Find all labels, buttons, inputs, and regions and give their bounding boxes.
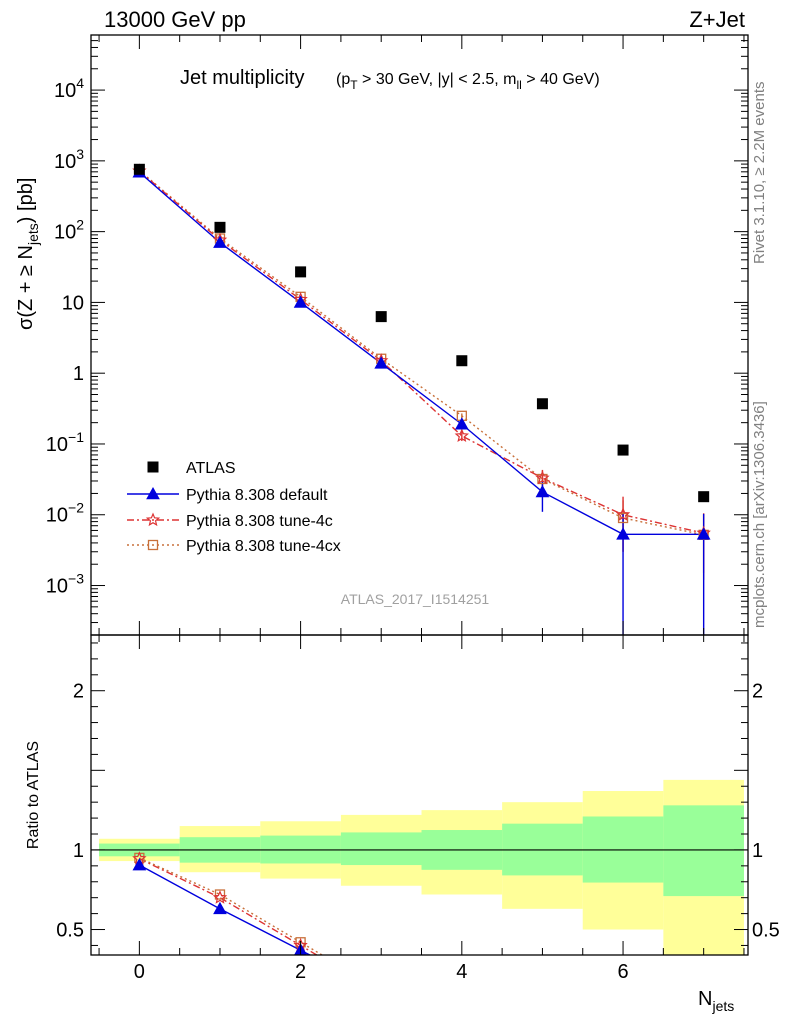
default-point [213, 235, 227, 248]
source-label: mcplots.cern.ch [arXiv:1306.3436] [751, 401, 768, 628]
y-tick-label: 10 [62, 292, 84, 314]
tune-4c-point [615, 507, 631, 521]
y-tick-label: 10−3 [46, 571, 84, 598]
default-point [696, 527, 711, 540]
ratio-y-axis-label: Ratio to ATLAS [25, 741, 42, 849]
tune-4cx-point [617, 512, 629, 524]
x-tick-label: 4 [456, 961, 467, 983]
x-tick-label: 0 [134, 961, 145, 983]
legend-atlas-marker [147, 461, 159, 473]
process-label: Z+Jet [689, 7, 745, 32]
legend-label: Pythia 8.308 tune-4cx [186, 538, 341, 555]
atlas-point [456, 355, 468, 367]
main-plot-axes: 10−3 10−2 10−1 1 10 102 103 104 [46, 34, 748, 636]
x-tick-label: 2 [295, 961, 306, 983]
legend-label: Pythia 8.308 default [186, 487, 328, 504]
ratio-y-tick-label: 2 [73, 681, 84, 703]
ratio-y-tick-label: 0.5 [56, 920, 84, 942]
atlas-point [698, 491, 710, 503]
stat-uncertainty-band [663, 805, 744, 897]
main-panel: 10−3 10−2 10−1 1 10 102 103 104 Jet multiplicit… [15, 34, 749, 636]
default-point [454, 417, 469, 430]
legend-default-marker [146, 486, 160, 500]
ratio-tune-4c-point [212, 890, 228, 904]
analysis-label: ATLAS_2017_I1514251 [341, 591, 490, 607]
main-plot-marks [132, 163, 711, 635]
tune-4cx-line [138, 169, 704, 536]
ratio-default-point [213, 901, 227, 915]
legend-tune-4cx-marker [147, 539, 159, 551]
ratio-panel: 0 2 4 6 0.5 0.5 1 1 2 2 Ratio to ATLAS Njets [25, 634, 780, 1014]
ratio-y-tick-label-right: 0.5 [752, 920, 780, 942]
chart-title-sub: (pT > 30 GeV, |y| < 2.5, mll > 40 GeV) [336, 71, 600, 92]
y-tick-label: 104 [54, 75, 84, 102]
default-line [138, 171, 704, 535]
tune-4c-point [454, 428, 470, 443]
ratio-line [139, 864, 312, 955]
tune-4cx-point [537, 473, 548, 485]
legend-tune-4c-marker [145, 512, 161, 527]
tune-4c-point [535, 470, 550, 485]
atlas-point [133, 163, 145, 175]
rivet-label: Rivet 3.1.10, ≥ 2.2M events [751, 82, 768, 265]
x-tick-label: 6 [617, 961, 628, 983]
y-tick-label: 102 [54, 217, 84, 244]
atlas-point [214, 221, 226, 233]
ratio-y-tick-label-right: 2 [752, 681, 763, 703]
stat-uncertainty-band [340, 832, 422, 866]
ratio-plot-frame [90, 634, 749, 956]
ratio-tune-4cx-point [214, 889, 226, 900]
ratio-line [139, 857, 324, 955]
atlas-point [617, 444, 629, 456]
legend-label: Pythia 8.308 tune-4c [186, 513, 333, 530]
ratio-plot-axes: 0 2 4 6 0.5 0.5 1 1 2 2 [56, 635, 780, 983]
y-tick-label: 10−2 [46, 500, 84, 527]
tune-4c-line [138, 170, 704, 534]
y-tick-label: 103 [54, 146, 84, 173]
legend: ATLAS Pythia 8.308 default Pythia 8.308 tu… [127, 460, 341, 555]
atlas-point [295, 266, 307, 278]
default-point [535, 484, 550, 498]
energy-label: 13000 GeV pp [104, 7, 246, 32]
y-tick-label: 1 [73, 363, 84, 385]
y-axis-label: σ(Z + ≥ Njets) [pb] [15, 178, 41, 330]
ratio-line [139, 858, 319, 955]
default-point [374, 356, 389, 369]
default-point [616, 527, 630, 540]
legend-label: ATLAS [186, 460, 236, 477]
atlas-point [536, 398, 548, 410]
ratio-plot-marks [91, 779, 748, 955]
default-point [293, 295, 308, 308]
chart-title-main: Jet multiplicity [180, 67, 304, 89]
y-tick-label: 10−1 [46, 429, 84, 456]
atlas-point [375, 311, 387, 323]
ratio-y-tick-label-right: 1 [752, 840, 763, 862]
ratio-default-point [132, 858, 147, 871]
x-axis-label: Njets [698, 988, 734, 1014]
ratio-y-tick-label: 1 [73, 840, 84, 862]
